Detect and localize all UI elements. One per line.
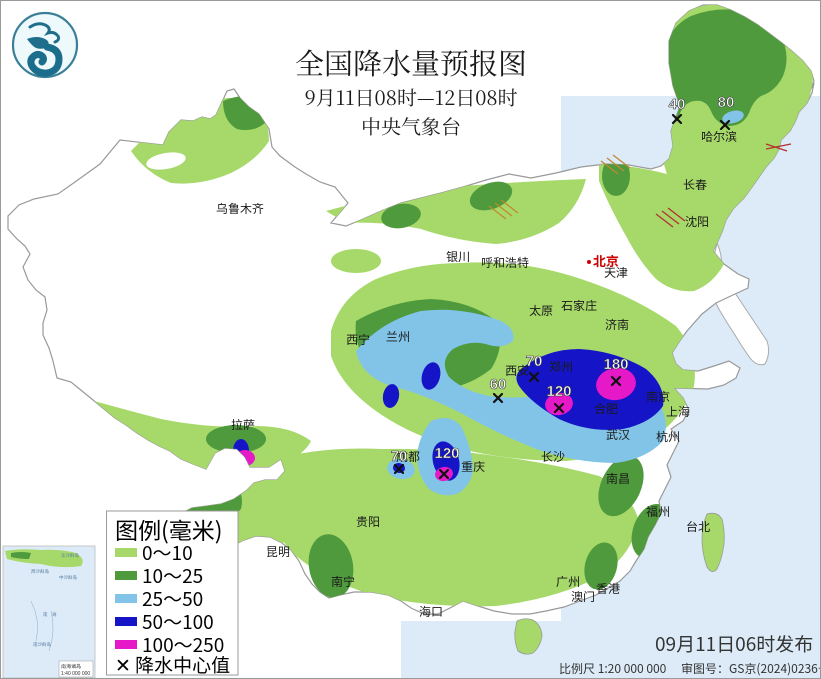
svg-text:中沙群岛: 中沙群岛 bbox=[59, 574, 77, 581]
svg-text:哈尔滨: 哈尔滨 bbox=[701, 128, 737, 145]
svg-text:180: 180 bbox=[603, 356, 628, 373]
svg-text:全国降水量预报图: 全国降水量预报图 bbox=[295, 42, 527, 83]
svg-text:比例尺 1:20 000 000: 比例尺 1:20 000 000 bbox=[559, 660, 667, 677]
svg-text:120: 120 bbox=[434, 445, 459, 462]
svg-text:沈阳: 沈阳 bbox=[685, 213, 709, 230]
svg-text:南沙群岛: 南沙群岛 bbox=[33, 641, 51, 648]
svg-text:70: 70 bbox=[526, 353, 543, 370]
svg-text:✕ 降水中心值: ✕ 降水中心值 bbox=[115, 651, 230, 678]
svg-text:中央气象台: 中央气象台 bbox=[361, 111, 461, 140]
svg-text:贵阳: 贵阳 bbox=[356, 513, 380, 530]
svg-text:银川: 银川 bbox=[446, 248, 470, 265]
svg-text:杭州: 杭州 bbox=[656, 428, 680, 445]
svg-text:长春: 长春 bbox=[683, 176, 707, 193]
svg-text:70: 70 bbox=[391, 448, 408, 465]
svg-text:海口: 海口 bbox=[419, 603, 443, 620]
svg-text:南宁: 南宁 bbox=[331, 573, 355, 590]
svg-text:石家庄: 石家庄 bbox=[561, 297, 597, 314]
svg-text:南 海: 南 海 bbox=[43, 612, 57, 618]
svg-text:兰州: 兰州 bbox=[386, 328, 410, 345]
svg-text:香港: 香港 bbox=[596, 580, 620, 597]
svg-text:呼和浩特: 呼和浩特 bbox=[481, 254, 529, 271]
svg-text:济南: 济南 bbox=[605, 316, 629, 333]
svg-text:武汉: 武汉 bbox=[606, 426, 630, 443]
svg-text:重庆: 重庆 bbox=[461, 458, 485, 475]
svg-text:澳门: 澳门 bbox=[571, 588, 595, 605]
svg-text:乌鲁木齐: 乌鲁木齐 bbox=[216, 200, 264, 217]
svg-text:09月11日06时发布: 09月11日06时发布 bbox=[655, 630, 813, 657]
svg-text:郑州: 郑州 bbox=[549, 358, 573, 375]
svg-text:福州: 福州 bbox=[646, 503, 670, 520]
svg-text:120: 120 bbox=[546, 383, 571, 400]
svg-text:40: 40 bbox=[669, 96, 686, 113]
svg-text:昆明: 昆明 bbox=[266, 543, 290, 560]
svg-text:西沙群岛: 西沙群岛 bbox=[31, 568, 49, 575]
svg-text:台北: 台北 bbox=[686, 518, 710, 535]
svg-text:60: 60 bbox=[490, 376, 507, 393]
svg-text:1:40 000 000: 1:40 000 000 bbox=[61, 671, 90, 677]
svg-text:太原: 太原 bbox=[529, 302, 553, 319]
svg-text:南昌: 南昌 bbox=[606, 470, 630, 487]
svg-text:西宁: 西宁 bbox=[346, 331, 370, 348]
svg-text:审图号：GS京(2024)0236号: 审图号：GS京(2024)0236号 bbox=[681, 660, 820, 677]
svg-text:80: 80 bbox=[718, 94, 735, 111]
svg-text:北京: 北京 bbox=[593, 251, 619, 270]
svg-text:东沙群岛: 东沙群岛 bbox=[61, 552, 79, 559]
svg-text:合肥: 合肥 bbox=[594, 400, 618, 417]
svg-text:长沙: 长沙 bbox=[541, 448, 565, 465]
svg-text:拉萨: 拉萨 bbox=[231, 416, 255, 433]
svg-text:上海: 上海 bbox=[666, 403, 690, 420]
svg-text:9月11日08时—12日08时: 9月11日08时—12日08时 bbox=[304, 82, 517, 111]
svg-text:南海诸岛: 南海诸岛 bbox=[61, 663, 81, 670]
